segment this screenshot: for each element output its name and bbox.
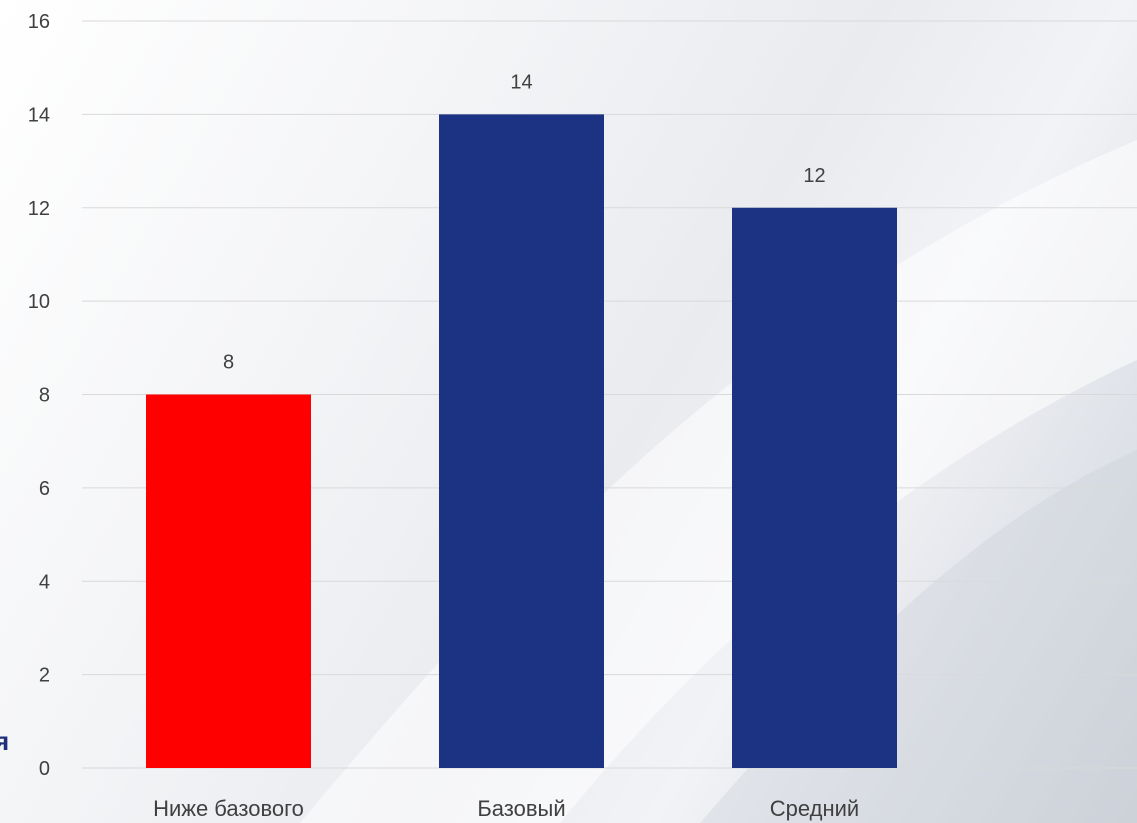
x-tick-label: Ниже базового [153, 796, 304, 821]
data-labels: 8 14 12 [223, 71, 826, 373]
y-tick-label: 2 [39, 665, 50, 687]
data-label: 12 [803, 165, 825, 187]
bar [439, 114, 604, 768]
y-tick-label: 4 [39, 571, 50, 593]
x-tick-label: Базовый [477, 796, 565, 821]
y-tick-label: 6 [39, 478, 50, 500]
y-tick-label: 10 [28, 291, 50, 313]
y-tick-label: 0 [39, 758, 50, 780]
y-tick-label: 12 [28, 198, 50, 220]
y-tick-label: 16 [28, 11, 50, 33]
x-axis-tick-labels: Ниже базового Базовый Средний [153, 796, 859, 821]
data-label: 14 [510, 71, 532, 93]
x-tick-label: Средний [770, 796, 859, 821]
bar [732, 207, 897, 768]
gridlines [82, 20, 1137, 769]
bars [146, 114, 897, 768]
y-tick-label: 8 [39, 385, 50, 407]
y-tick-label: 14 [28, 104, 50, 126]
y-axis-tick-labels: 0 2 4 6 8 10 12 14 16 [28, 11, 50, 780]
data-label: 8 [223, 352, 234, 374]
bar [146, 394, 311, 768]
cut-off-text-fragment: я [0, 726, 10, 756]
